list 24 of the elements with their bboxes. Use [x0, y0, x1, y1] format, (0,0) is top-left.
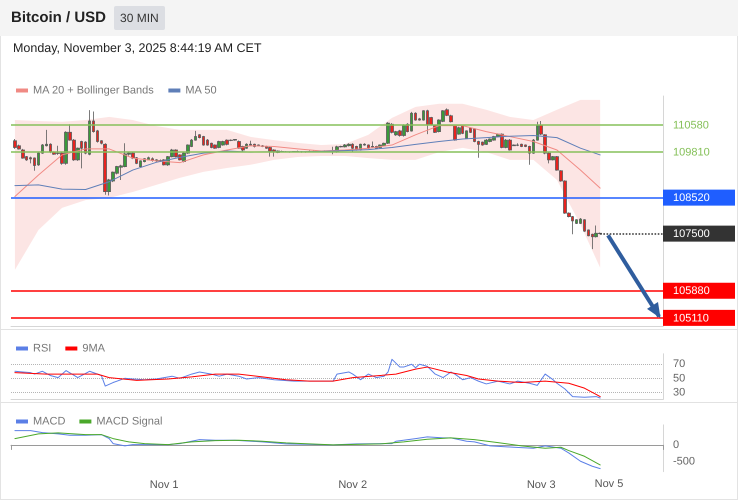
y-tick-label: 108520	[673, 192, 710, 204]
y-tick-label: 105110	[673, 312, 709, 324]
text: Nov 5	[594, 478, 624, 490]
x-tick-label: Nov 1	[150, 479, 179, 492]
legend-label: MACD Signal	[96, 416, 162, 428]
y-tick-label: 105880	[673, 285, 710, 298]
chart-title: Bitcoin / USD	[11, 9, 106, 27]
y-tick-label: -500	[673, 456, 696, 468]
y-tick-label: 30	[673, 386, 686, 398]
x-tick-label: Nov 3	[526, 479, 556, 492]
legend-label: MACD	[33, 416, 66, 428]
chart-subtitle: 30 MIN	[114, 6, 165, 30]
legend-label: MA 20 + Bollinger Bands	[33, 84, 154, 96]
legend-label: MA 50	[185, 84, 217, 96]
legend-label: 9MA	[82, 342, 106, 354]
y-tick-label: 107500	[673, 228, 710, 240]
x-tick-label: Nov 2	[338, 479, 368, 492]
y-tick-label: 50	[673, 372, 686, 384]
y-tick-label: 0	[673, 438, 680, 451]
y-tick-label: 109810	[673, 146, 710, 159]
y-tick-label: 70	[673, 358, 686, 370]
legend-label: RSI	[33, 342, 52, 354]
y-tick-label: 110580	[673, 119, 709, 132]
text: Monday, November 3, 2025 8:44:19 AM CET	[13, 41, 262, 56]
